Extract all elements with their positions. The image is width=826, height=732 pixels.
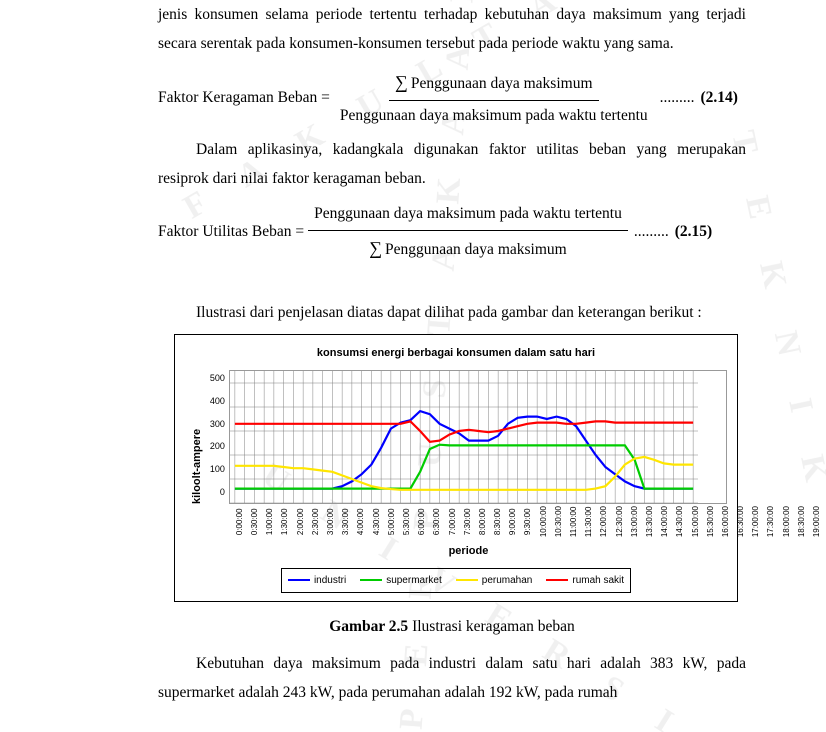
- chart-container: konsumsi energi berbagai konsumen dalam …: [174, 334, 738, 602]
- chart-body: kiloolt-ampere 500 400 300 200 100 0 0:00:000…: [185, 370, 727, 562]
- series-rumah sakit: [235, 421, 693, 441]
- xtick-label: 6:30:00: [429, 506, 444, 537]
- series-perumahan: [235, 456, 693, 489]
- xtick-label: 14:30:00: [672, 506, 687, 537]
- chart-ylabel: kiloolt-ampere: [185, 370, 210, 562]
- xtick-label: 1:00:00: [262, 506, 277, 537]
- legend-swatch: [456, 579, 478, 581]
- xtick-label: 1:30:00: [277, 506, 292, 537]
- legend-item-industri: industri: [288, 571, 346, 590]
- xtick-label: 7:30:00: [460, 506, 475, 537]
- chart-plot-area: [229, 370, 727, 504]
- eq2-den-text: Penggunaan daya maksimum: [385, 241, 567, 258]
- ytick-label: 100: [210, 461, 225, 478]
- para-top: jenis konsumen selama periode tertentu t…: [158, 0, 746, 59]
- xtick-label: 19:00:00: [809, 506, 824, 537]
- xtick-label: 14:00:00: [657, 506, 672, 537]
- xtick-label: 8:00:00: [475, 506, 490, 537]
- caption-text: Ilustrasi keragaman beban: [408, 618, 575, 635]
- xtick-label: 17:30:00: [763, 506, 778, 537]
- xtick-label: 2:00:00: [293, 506, 308, 537]
- content: jenis konsumen selama periode tertentu t…: [0, 0, 826, 708]
- xtick-label: 15:30:00: [703, 506, 718, 537]
- sum-symbol-2: ∑: [369, 238, 385, 258]
- eq1-number: (2.14): [701, 83, 738, 112]
- eq1-denominator: Penggunaan daya maksimum pada waktu tert…: [334, 101, 654, 130]
- ytick-label: 400: [210, 393, 225, 410]
- xtick-label: 16:30:00: [733, 506, 748, 537]
- ytick-label: 0: [210, 484, 225, 501]
- xtick-label: 0:00:00: [232, 506, 247, 537]
- yaxis-plot-row: 500 400 300 200 100 0: [210, 370, 727, 504]
- ytick-label: 500: [210, 370, 225, 387]
- xtick-label: 18:00:00: [779, 506, 794, 537]
- legend-swatch: [546, 579, 568, 581]
- eq2-number: (2.15): [675, 217, 712, 246]
- xtick-label: 13:00:00: [627, 506, 642, 537]
- eq2-lhs: Faktor Utilitas Beban =: [158, 217, 308, 246]
- legend-label: perumahan: [482, 571, 533, 590]
- eq1-num-text: Penggunaan daya maksimum: [411, 75, 593, 92]
- xtick-label: 10:30:00: [551, 506, 566, 537]
- para-illustration: Ilustrasi dari penjelasan diatas dapat d…: [158, 299, 746, 328]
- eq2-numerator: Penggunaan daya maksimum pada waktu tert…: [308, 199, 628, 230]
- xtick-label: 7:00:00: [445, 506, 460, 537]
- xtick-label: 9:00:00: [505, 506, 520, 537]
- eq2-denominator: ∑Penggunaan daya maksimum: [363, 231, 573, 265]
- legend-label: supermarket: [386, 571, 442, 590]
- xtick-label: 10:00:00: [536, 506, 551, 537]
- caption-label: Gambar 2.5: [329, 618, 408, 635]
- eq2-fraction: Penggunaan daya maksimum pada waktu tert…: [308, 199, 628, 265]
- figure-caption: Gambar 2.5 Ilustrasi keragaman beban: [158, 612, 746, 641]
- legend-label: industri: [314, 571, 346, 590]
- xtick-label: 15:00:00: [688, 506, 703, 537]
- xtick-label: 3:30:00: [338, 506, 353, 537]
- legend-label: rumah sakit: [572, 571, 624, 590]
- xtick-label: 2:30:00: [308, 506, 323, 537]
- xtick-label: 13:30:00: [642, 506, 657, 537]
- xtick-label: 12:30:00: [612, 506, 627, 537]
- eq1-fraction: ∑Penggunaan daya maksimum Penggunaan day…: [334, 65, 654, 131]
- legend-item-supermarket: supermarket: [360, 571, 442, 590]
- xtick-label: 11:30:00: [581, 506, 596, 537]
- chart-xlabel: periode: [210, 541, 727, 562]
- xtick-label: 4:00:00: [353, 506, 368, 537]
- xtick-label: 12:00:00: [596, 506, 611, 537]
- legend-item-rumah-sakit: rumah sakit: [546, 571, 624, 590]
- legend-item-perumahan: perumahan: [456, 571, 533, 590]
- chart-legend: industri supermarket perumahan rumah sakit: [281, 568, 631, 593]
- xtick-label: 18:30:00: [794, 506, 809, 537]
- xtick-label: 4:30:00: [369, 506, 384, 537]
- para-bottom: Kebutuhan daya maksimum pada industri da…: [158, 649, 746, 708]
- chart-yaxis: 500 400 300 200 100 0: [210, 370, 229, 502]
- xtick-label: 17:00:00: [748, 506, 763, 537]
- xtick-label: 8:30:00: [490, 506, 505, 537]
- chart-xaxis: 0:00:000:30:001:00:001:30:002:00:002:30:…: [210, 506, 700, 537]
- legend-swatch: [360, 579, 382, 581]
- sum-symbol: ∑: [395, 72, 411, 92]
- equation-2-15: Faktor Utilitas Beban = Penggunaan daya …: [158, 199, 746, 265]
- ytick-label: 200: [210, 438, 225, 455]
- equation-2-14: Faktor Keragaman Beban = ∑Penggunaan day…: [158, 65, 746, 131]
- xtick-label: 16:00:00: [718, 506, 733, 537]
- page: F A K U L T A S P E R P U S T A K A A N …: [0, 0, 826, 732]
- para-mid: Dalam aplikasinya, kadangkala digunakan …: [158, 135, 746, 194]
- xtick-label: 11:00:00: [566, 506, 581, 537]
- eq1-dots: .........: [654, 83, 701, 112]
- eq1-lhs: Faktor Keragaman Beban =: [158, 83, 334, 112]
- xtick-label: 3:00:00: [323, 506, 338, 537]
- eq2-dots: .........: [628, 217, 675, 246]
- chart-title: konsumsi energi berbagai konsumen dalam …: [185, 343, 727, 364]
- xtick-label: 5:00:00: [384, 506, 399, 537]
- spacer: [158, 269, 746, 299]
- xtick-label: 6:00:00: [414, 506, 429, 537]
- xtick-label: 0:30:00: [247, 506, 262, 537]
- plot-column: 500 400 300 200 100 0 0:00:000:30:001:00:001:…: [210, 370, 727, 562]
- xtick-label: 9:30:00: [520, 506, 535, 537]
- ytick-label: 300: [210, 416, 225, 433]
- xtick-label: 5:30:00: [399, 506, 414, 537]
- eq1-numerator: ∑Penggunaan daya maksimum: [389, 65, 599, 101]
- legend-swatch: [288, 579, 310, 581]
